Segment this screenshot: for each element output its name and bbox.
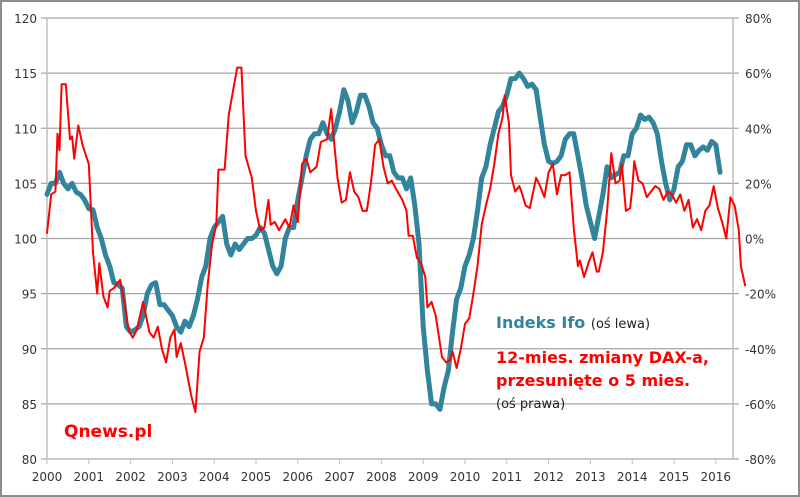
brand-watermark: Qnews.pl [64,422,153,442]
y-right-tick-label: 80% [745,12,772,26]
series-line-ifo [44,70,723,412]
x-tick-label: 2005 [241,470,272,484]
legend-ifo: Indeks Ifo (oś lewa) [496,313,650,332]
legend-ifo-axis-note: (oś lewa) [590,317,651,332]
x-tick-label: 2015 [659,470,690,484]
x-tick-label: 2012 [533,470,564,484]
x-tick-label: 2008 [366,470,397,484]
x-tick-label: 2011 [492,470,523,484]
y-right-tick-label: 40% [745,122,772,136]
y-right-tick-label: -20% [745,288,776,302]
series-line-dax [46,66,747,414]
y-left-tick-label: 90 [22,343,37,357]
y-left-tick-label: 105 [14,177,37,191]
y-left-tick-label: 110 [14,122,37,136]
legend-dax-line2: przesunięte o 5 mies. [496,371,691,390]
y-left-tick-label: 95 [22,288,37,302]
x-tick-label: 2007 [324,470,355,484]
x-tick-label: 2013 [575,470,606,484]
axes [46,18,734,464]
legend-dax-line1: 12-mies. zmiany DAX-a, [496,348,709,367]
x-tick-label: 2014 [617,470,648,484]
y-left-tick-label: 100 [14,233,37,247]
x-tick-label: 2009 [408,470,439,484]
series-lines [44,66,747,414]
x-tick-label: 2000 [32,470,63,484]
x-tick-label: 2001 [74,470,105,484]
x-tick-label: 2006 [283,470,314,484]
y-right-tick-label: -60% [745,398,776,412]
y-left-tick-label: 120 [14,12,37,26]
x-tick-label: 2004 [199,470,230,484]
y-right-tick-label: -40% [745,343,776,357]
x-tick-label: 2016 [701,470,732,484]
y-left-tick-label: 115 [14,67,37,81]
y-right-tick-label: 0% [745,233,764,247]
tick-labels: 80 85 90 95 100 105 110 115 120 -80% -60% -40% -20% 0… [14,12,776,484]
y-left-tick-label: 80 [22,453,37,467]
x-tick-label: 2002 [115,470,146,484]
y-left-tick-label: 85 [22,398,37,412]
legend-dax-axis-note: (oś prawa) [496,397,566,412]
y-right-tick-label: -80% [745,453,776,467]
gridlines [41,17,739,460]
x-tick-label: 2003 [157,470,188,484]
legend-dax: 12-mies. zmiany DAX-a, przesunięte o 5 mi… [496,346,709,392]
y-right-tick-label: 20% [745,177,772,191]
x-tick-label: 2010 [450,470,481,484]
legend-ifo-label: Indeks Ifo [496,313,586,332]
y-right-tick-label: 60% [745,67,772,81]
